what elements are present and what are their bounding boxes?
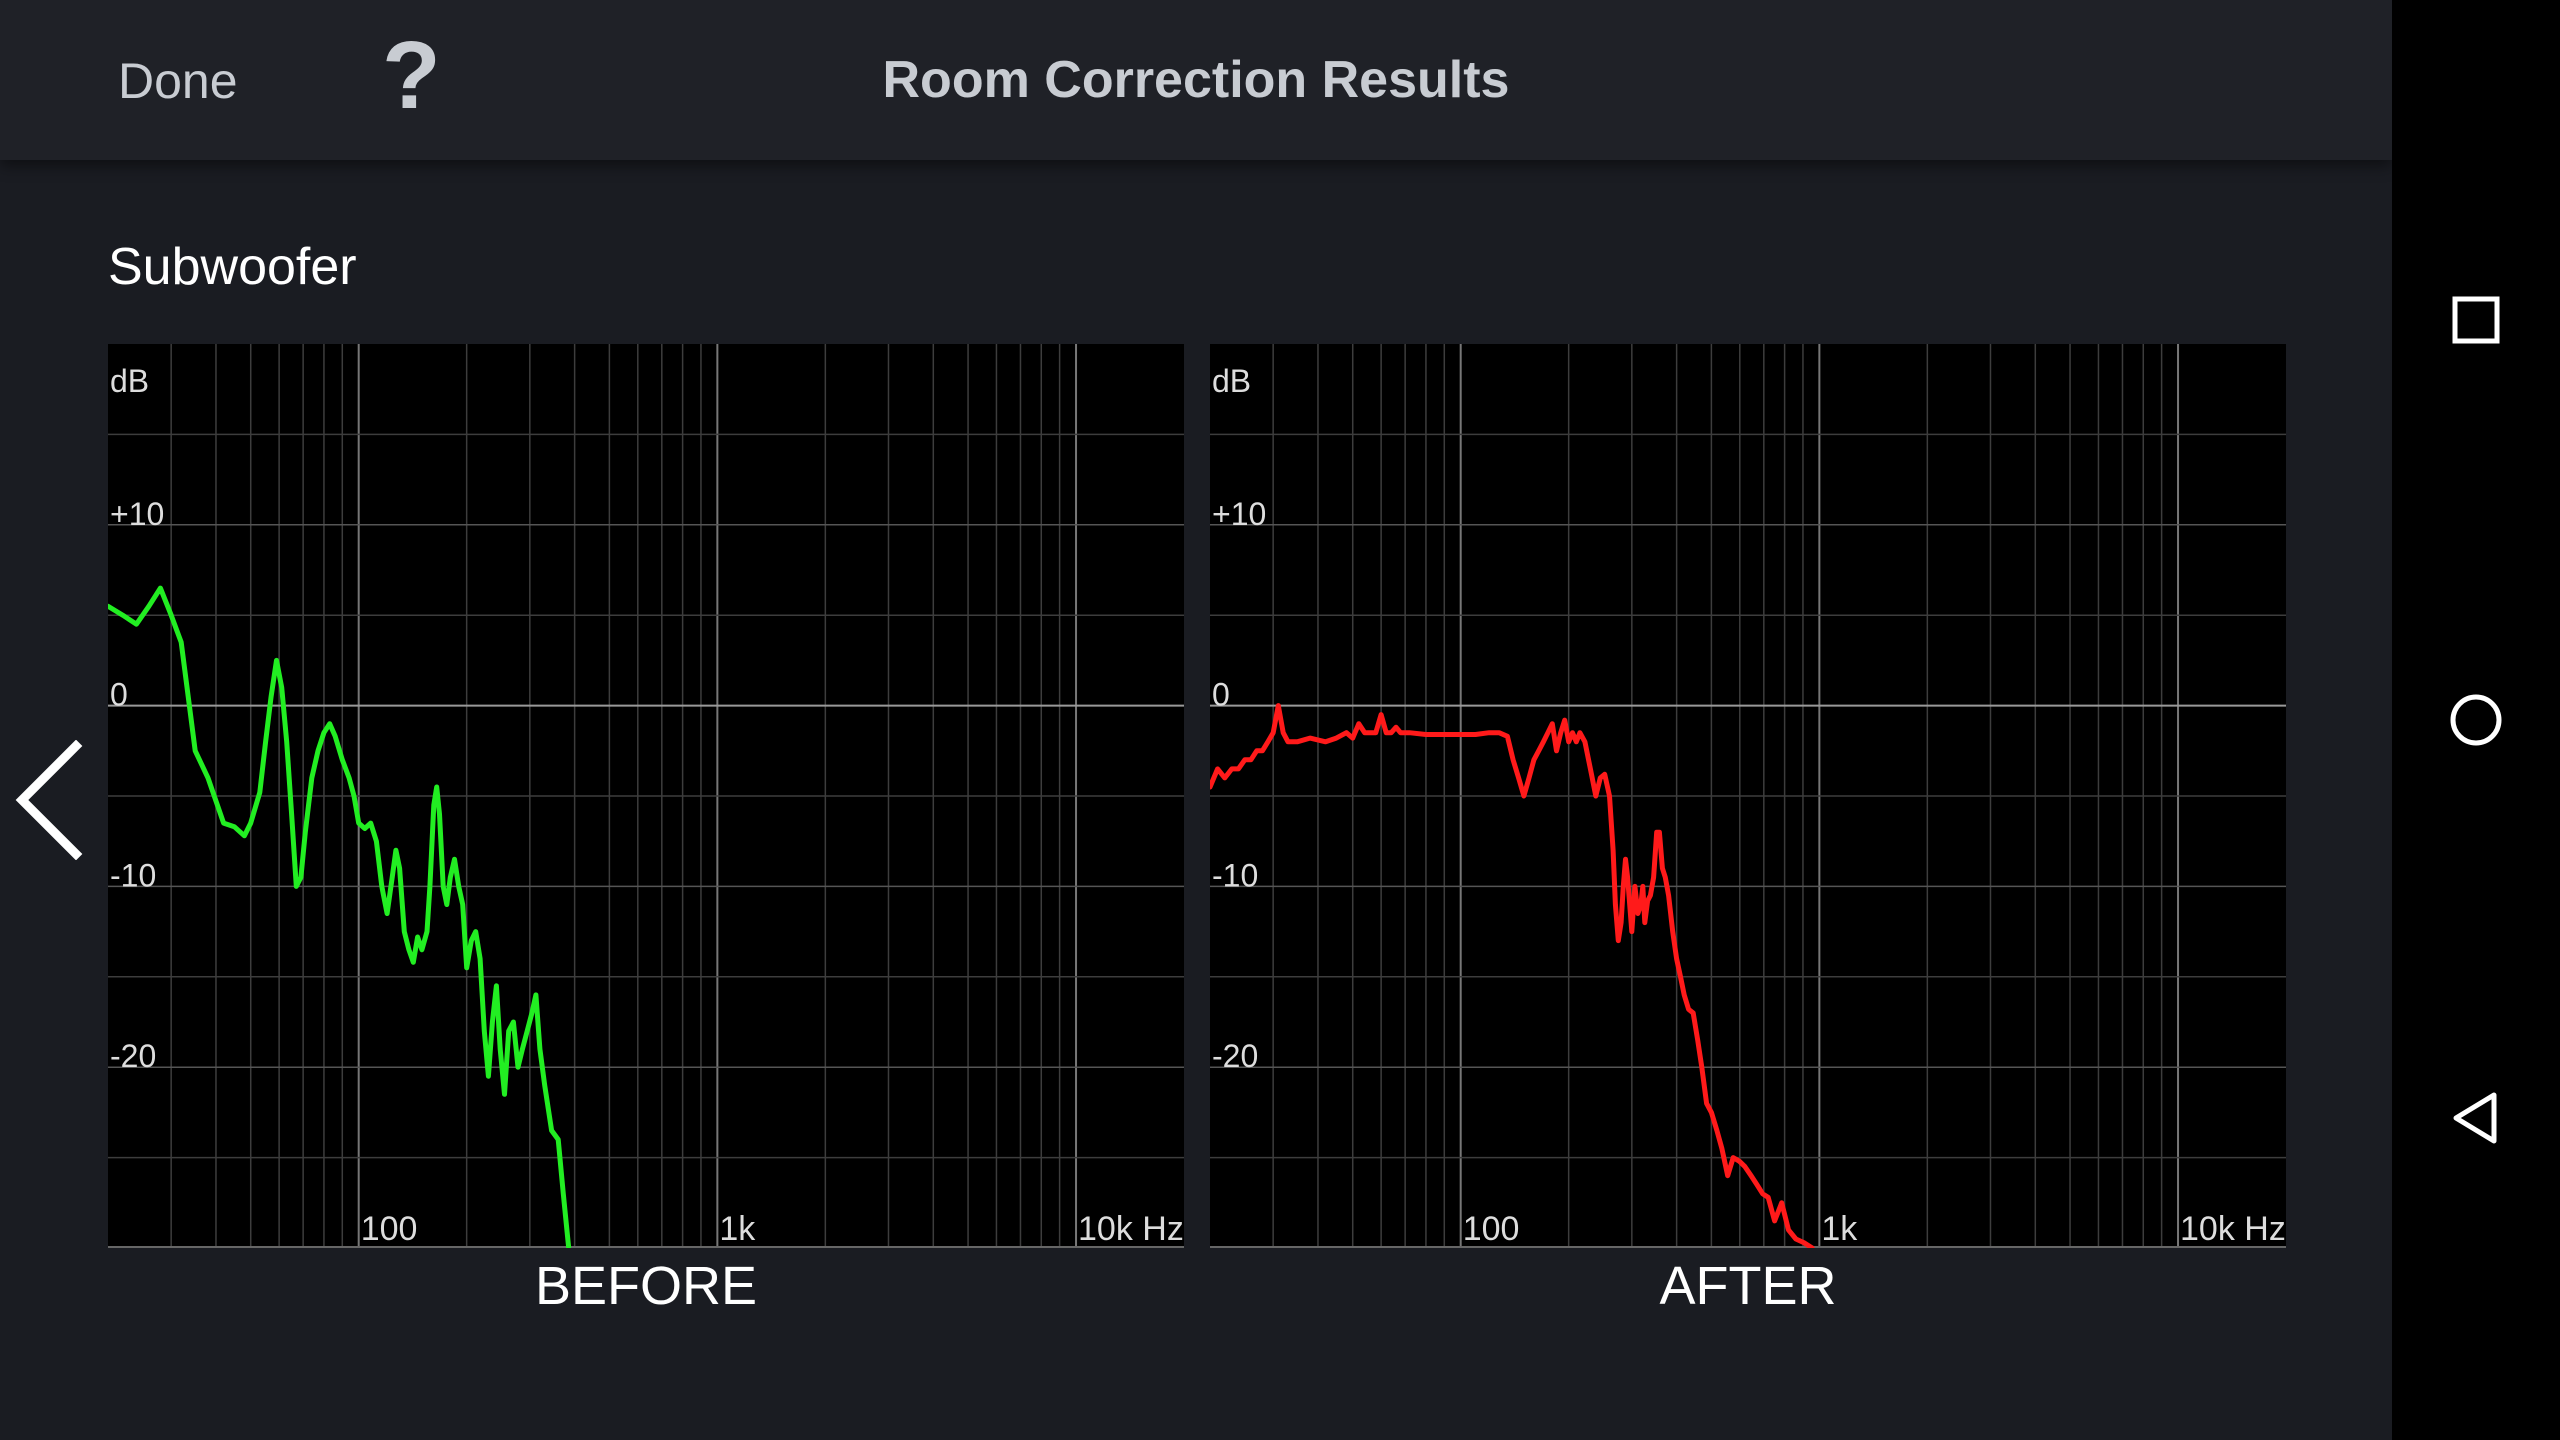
before-chart-plot: dB +10 0 -10 -20 100 1k 10k Hz: [108, 344, 1184, 1248]
x-tick-label: 1k: [1821, 1210, 1858, 1248]
before-response-chart: dB +10 0 -10 -20 100 1k 10k Hz: [108, 344, 1184, 1248]
after-chart-plot: dB +10 0 -10 -20 100 1k 10k Hz: [1210, 344, 2286, 1248]
square-icon: [2452, 296, 2500, 344]
y-unit-label: dB: [110, 363, 149, 399]
top-app-bar: Done ? Room Correction Results: [0, 0, 2392, 160]
chart-grid: [108, 344, 1184, 1248]
triangle-back-icon: [2453, 1092, 2497, 1144]
before-response-line: [108, 585, 572, 1248]
x-tick-label: 100: [1463, 1210, 1520, 1248]
chevron-left-icon: [15, 739, 83, 861]
nav-back-button[interactable]: [2436, 1078, 2516, 1158]
y-tick-label: +10: [1212, 496, 1266, 532]
y-tick-label: +10: [110, 496, 164, 532]
y-tick-label: -10: [110, 857, 156, 893]
after-chart-caption: AFTER: [1659, 1256, 1837, 1316]
y-tick-label: 0: [110, 677, 128, 713]
done-button[interactable]: Done: [118, 53, 238, 109]
help-button[interactable]: ?: [382, 22, 441, 129]
y-tick-label: 0: [1212, 677, 1230, 713]
page-title: Room Correction Results: [882, 51, 1510, 109]
y-unit-label: dB: [1212, 363, 1251, 399]
x-tick-label: 10k Hz: [1078, 1210, 1184, 1248]
home-button[interactable]: [2436, 680, 2516, 760]
x-tick-label: 10k Hz: [2180, 1210, 2286, 1248]
y-tick-label: -20: [1212, 1038, 1258, 1074]
x-tick-label: 1k: [719, 1210, 756, 1248]
recents-button[interactable]: [2436, 280, 2516, 360]
y-tick-label: -20: [110, 1038, 156, 1074]
after-response-line: [1210, 703, 1815, 1248]
before-chart-caption: BEFORE: [534, 1256, 758, 1316]
previous-page-button[interactable]: [8, 739, 88, 861]
section-title: Subwoofer: [108, 238, 357, 296]
chart-grid: [1210, 344, 2286, 1248]
y-tick-label: -10: [1212, 857, 1258, 893]
system-navigation-bar: [2392, 0, 2560, 1440]
circle-icon: [2450, 694, 2502, 746]
x-tick-label: 100: [361, 1210, 418, 1248]
after-response-chart: dB +10 0 -10 -20 100 1k 10k Hz: [1210, 344, 2286, 1248]
